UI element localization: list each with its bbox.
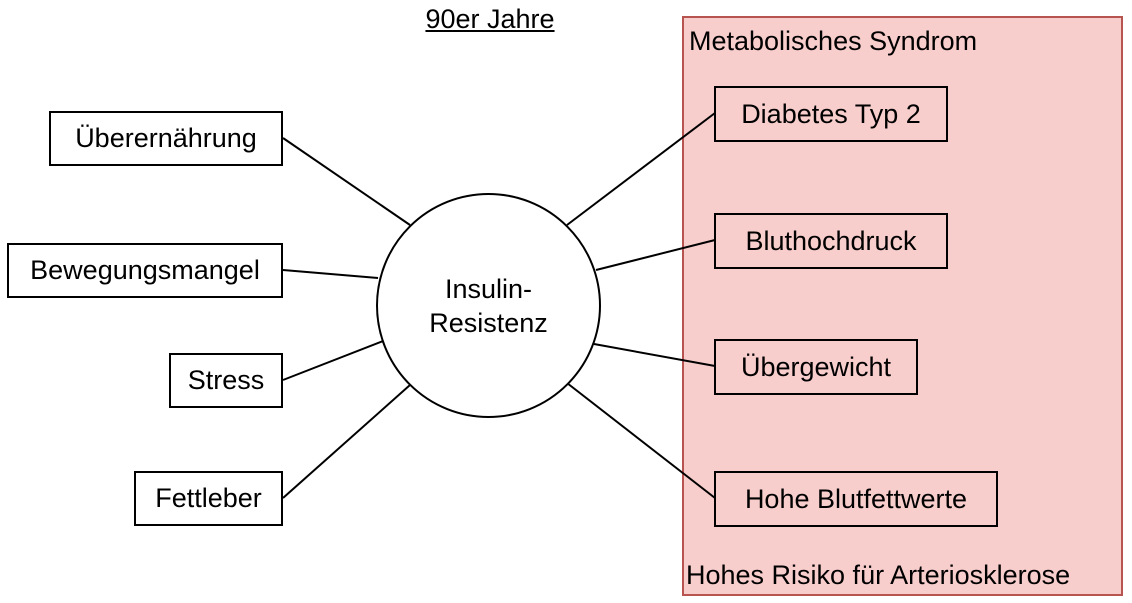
center-label-line1: Insulin- xyxy=(444,273,533,304)
connector-bluthochdruck xyxy=(595,239,716,271)
syndrome-node-blutfettwerte: Hohe Blutfettwerte xyxy=(714,471,998,527)
page-title: 90er Jahre xyxy=(425,4,555,34)
connector-fettleber xyxy=(282,384,411,499)
connector-uebergewicht xyxy=(593,343,716,367)
connector-blutfettwerte xyxy=(566,382,716,499)
cause-node-fettleber: Fettleber xyxy=(134,471,283,526)
connector-bewegungsmangel xyxy=(282,269,379,279)
connector-ueberernaehrung xyxy=(282,137,411,226)
syndrome-node-diabetes: Diabetes Typ 2 xyxy=(714,86,948,142)
syndrome-node-uebergewicht: Übergewicht xyxy=(714,339,918,395)
cause-node-ueberernaehrung: Überernährung xyxy=(49,111,283,166)
cause-node-stress: Stress xyxy=(169,353,283,408)
connector-diabetes xyxy=(566,112,716,226)
cause-node-bewegungsmangel: Bewegungsmangel xyxy=(7,243,283,298)
center-label-line2: Resistenz xyxy=(429,307,548,338)
syndrome-node-bluthochdruck: Bluthochdruck xyxy=(714,213,948,269)
insulin-resistance-node: Insulin- Resistenz xyxy=(376,193,601,418)
group-title: Metabolisches Syndrom xyxy=(689,26,978,56)
group-footer: Hohes Risiko für Arteriosklerose xyxy=(686,560,1071,590)
connector-stress xyxy=(282,340,384,381)
